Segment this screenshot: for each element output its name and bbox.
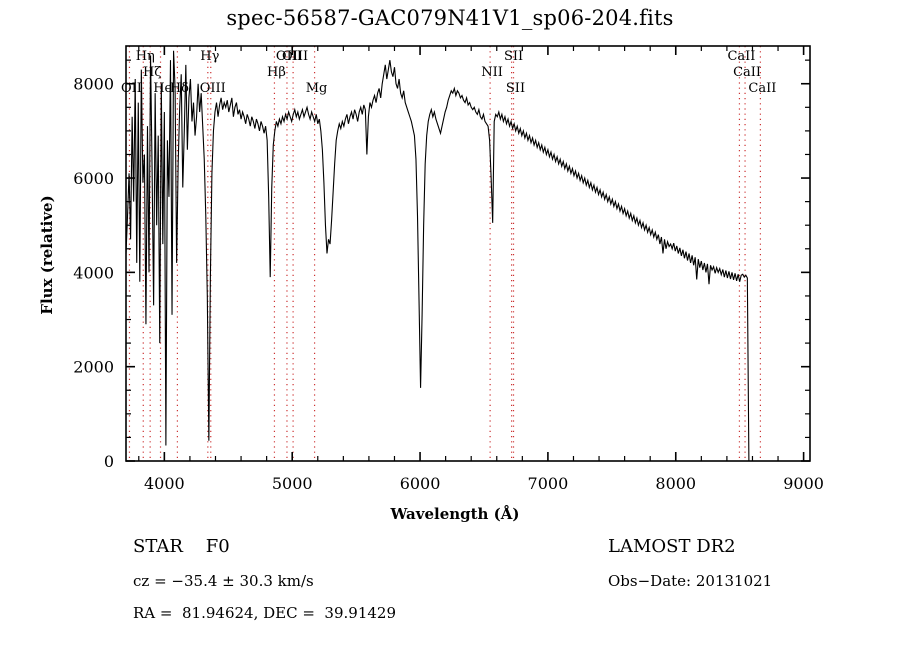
line-label-Hη: Hη (136, 49, 155, 64)
line-label-SII: SII (504, 49, 523, 64)
object-class-text: STAR F0 (133, 536, 230, 557)
page-title: spec-56587-GAC079N41V1_sp06-204.fits (226, 6, 674, 30)
line-label-Hϵ: Hϵ (153, 81, 172, 96)
spectrum-chart: 4000 5000 6000 7000 8000 9000 0 2000 4000 6000 80… (38, 45, 824, 523)
line-label-OIII: OIII (276, 49, 302, 64)
coordinates-text: RA = 81.94624, DEC = 39.91429 (133, 604, 397, 622)
line-marker-gridlines (128, 46, 761, 461)
x-axis-ticks (138, 46, 805, 461)
spectrum-polyline (125, 50, 750, 462)
line-label-Mg: Mg (306, 81, 328, 96)
line-label-OIII: OIII (200, 81, 226, 96)
spectrum-trace (125, 50, 750, 462)
line-label-OIII: OIII (282, 49, 308, 64)
x-tick-label: 7000 (528, 474, 569, 493)
x-tick-label: 8000 (655, 474, 696, 493)
line-label-Hγ: Hγ (200, 49, 219, 64)
line-label-Hβ: Hβ (267, 65, 286, 80)
x-tick-label: 4000 (144, 474, 185, 493)
y-tick-label: 6000 (73, 169, 114, 188)
y-tick-label: 0 (104, 452, 114, 471)
plot-border (125, 45, 811, 462)
metadata-footer: STAR F0 cz = −35.4 ± 30.3 km/s RA = 81.9… (0, 530, 900, 650)
y-tick-label: 2000 (73, 358, 114, 377)
y-axis-tick-labels: 0 2000 4000 6000 8000 (73, 75, 114, 471)
line-label-OII: OII (121, 81, 142, 96)
redshift-velocity-text: cz = −35.4 ± 30.3 km/s (133, 572, 314, 590)
y-axis-ticks (126, 59, 810, 462)
line-label-CaII: CaII (733, 65, 761, 80)
chart-svg: 4000 5000 6000 7000 8000 9000 0 2000 4000 6000 80… (38, 45, 824, 523)
x-tick-label: 6000 (400, 474, 441, 493)
y-tick-label: 8000 (73, 75, 114, 94)
line-label-Hδ: Hδ (170, 81, 189, 96)
x-tick-label: 9000 (783, 474, 824, 493)
y-axis-title: Flux (relative) (38, 195, 56, 314)
line-label-CaII: CaII (748, 81, 776, 96)
x-axis-tick-labels: 4000 5000 6000 7000 8000 9000 (144, 474, 824, 493)
plot-frame (125, 45, 811, 462)
line-marker-labels: OIIHηHζHϵHδHγOIIIHβOIIIOIIIMgNIISIISIICa… (121, 49, 776, 96)
y-tick-label: 4000 (73, 263, 114, 282)
observation-date-text: Obs−Date: 20131021 (608, 572, 773, 590)
line-label-SII: SII (506, 81, 525, 96)
line-label-CaII: CaII (727, 49, 755, 64)
survey-name-text: LAMOST DR2 (608, 536, 736, 557)
x-axis-title: Wavelength (Å) (389, 505, 519, 523)
line-label-Hζ: Hζ (143, 65, 161, 80)
x-tick-label: 5000 (272, 474, 313, 493)
line-label-NII: NII (481, 65, 503, 80)
